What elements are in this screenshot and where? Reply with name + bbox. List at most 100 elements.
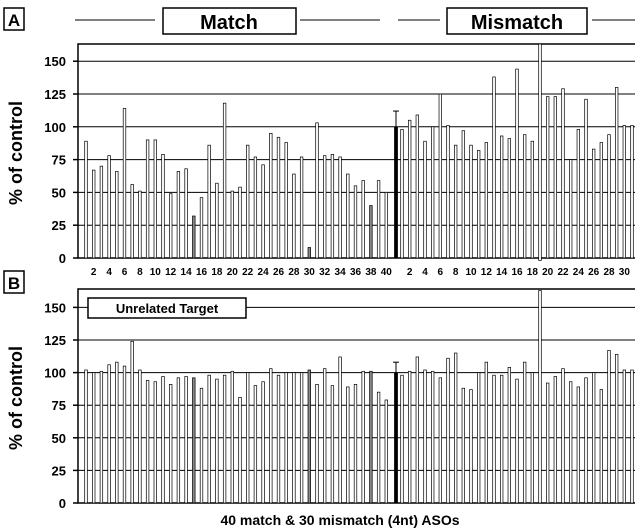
panel-b-match-bar [199, 387, 204, 504]
panel-b-match-bar [169, 383, 173, 504]
panel-b-match-bar [153, 381, 157, 504]
unrelated-target-box [87, 297, 247, 319]
panel-b-mismatch-bar [408, 370, 412, 504]
panel-a-match-bar [376, 180, 381, 259]
panel-b-mismatch-bar [592, 372, 596, 504]
panel-a-mismatch-bar [538, 43, 542, 261]
panel-b-mismatch-bar [415, 356, 419, 504]
panel-b-match-bar [84, 369, 88, 504]
panel-b-y-axis-label: % of control [6, 346, 26, 450]
unrelated-target-label: Unrelated Target [116, 301, 219, 316]
panel-b-mismatch-bar [446, 357, 450, 504]
panel-b: 0 25 50 75 100 125 150 [44, 288, 635, 511]
panel-a-match-bar [107, 155, 111, 259]
panel-a-match-x-tick-label: 12 [165, 267, 177, 278]
panel-a-mismatch-bar [607, 134, 611, 259]
panel-b-match-bar [369, 370, 373, 504]
panel-a-match-bar [176, 171, 181, 259]
panel-a-match-bar [330, 154, 335, 259]
panel-a-mismatch-x-tick-label: 8 [453, 267, 459, 278]
panel-b-mismatch-bar [546, 382, 550, 504]
panel-a-match-bar [207, 144, 211, 259]
panel-a-match-bar [230, 190, 234, 259]
panel-a-mismatch-bar [615, 87, 619, 259]
panel-a-match-bar [192, 215, 196, 259]
panel-b-match-bar [145, 380, 150, 504]
panel-a-mismatch-bar [553, 96, 557, 259]
panel-b-mismatch-bar [515, 378, 519, 504]
panel-a-mismatch-x-tick-label: 14 [496, 267, 508, 278]
panel-b-mismatch-bar [500, 374, 504, 504]
match-label: Match [200, 12, 258, 34]
panel-b-mismatch-bar [431, 370, 435, 504]
panel-b-mismatch-bar [622, 369, 626, 504]
panel-a-match-bar [246, 144, 250, 259]
panel-a-match-bar [199, 197, 204, 259]
panel-a-mismatch-x-tick-label: 6 [438, 267, 444, 278]
panel-a-match-bar [299, 156, 304, 259]
panel-a-mismatch-bar [423, 140, 427, 259]
panel-b-y-tick-label: 25 [52, 463, 66, 478]
panel-a-match-bar [261, 164, 265, 259]
panel-b-y-tick-label: 100 [44, 366, 66, 381]
panel-a-y-tick-label: 125 [44, 87, 66, 102]
panel-a-mismatch-bar [400, 129, 404, 259]
panel-a-match-bar [184, 168, 188, 259]
panel-a-match-x-tick-label: 40 [381, 267, 393, 278]
panel-a-match-bar [361, 180, 365, 259]
panel-b-mismatch-bar [438, 377, 442, 504]
panel-a-match-x-tick-label: 16 [196, 267, 208, 278]
panel-a-mismatch-bar [530, 140, 534, 259]
panel-b-mismatch-bar [484, 361, 488, 504]
panel-a-match-x-tick-label: 4 [106, 267, 112, 278]
panel-a-match-bar [115, 171, 119, 259]
panel-a-match-x-tick-label: 10 [150, 267, 162, 278]
panel-a-y-tick-label: 100 [44, 120, 66, 135]
panel-b-mismatch-bar [607, 350, 611, 504]
panel-b-mismatch-bar [523, 361, 527, 504]
panel-a-mismatch-bar [546, 96, 550, 259]
panel-a-mismatch-bar [492, 76, 496, 259]
panel-b-match-bar [315, 383, 319, 504]
match-label-box [162, 7, 297, 35]
panel-a-match-x-tick-label: 30 [304, 267, 316, 278]
panel-b-mismatch-bar [454, 352, 458, 504]
panel-a-match-bar [99, 165, 104, 259]
panel-letter-box-b [3, 270, 25, 294]
panel-b-y-tick-label: 125 [44, 333, 66, 348]
panel-b-match-bar [384, 399, 388, 504]
panel-b-match-bar [115, 361, 119, 504]
panel-b-mismatch-bar [507, 367, 511, 504]
panel-b-mismatch-bar [553, 376, 557, 504]
panel-a-mismatch-bar [630, 125, 634, 259]
panel-a-match-bar [92, 169, 96, 259]
panel-b-mismatch-bar [469, 389, 473, 504]
mismatch-label: Mismatch [471, 12, 563, 34]
panel-a-mismatch-x-tick-label: 12 [481, 267, 493, 278]
panel-b-control-bar [394, 372, 398, 504]
panel-a-mismatch-x-tick-label: 22 [557, 267, 569, 278]
panel-b-mismatch-bar [561, 368, 565, 504]
panel-a-mismatch-bar [507, 138, 511, 259]
panel-a-match-bar [323, 155, 327, 259]
panel-letter-a: A [8, 11, 20, 30]
panel-b-match-bar [276, 374, 281, 504]
panel-a-mismatch-x-tick-label: 2 [407, 267, 413, 278]
panel-b-match-bar [330, 385, 335, 504]
x-axis-label: 40 match & 30 mismatch (4nt) ASOs [220, 512, 459, 528]
panel-b-match-bar [299, 372, 304, 504]
panel-b-y-tick-label: 0 [59, 496, 66, 511]
panel-b-match-bar [122, 365, 127, 504]
panel-a-match-x-tick-label: 28 [288, 267, 300, 278]
panel-b-match-bar [176, 377, 181, 504]
panel-a-mismatch-bar [569, 159, 573, 259]
panel-a-mismatch-bar [523, 134, 527, 259]
panel-a-mismatch-bar [592, 148, 596, 259]
panel-b-match-bar [215, 378, 219, 504]
panel-a-plot-frame [77, 43, 635, 259]
panel-a-match-bar [215, 182, 219, 259]
panel-a-mismatch-bar [484, 142, 488, 259]
panel-a-mismatch-bar [446, 125, 450, 259]
panel-a-mismatch-x-tick-label: 30 [619, 267, 631, 278]
panel-letter-box-a [3, 7, 25, 31]
